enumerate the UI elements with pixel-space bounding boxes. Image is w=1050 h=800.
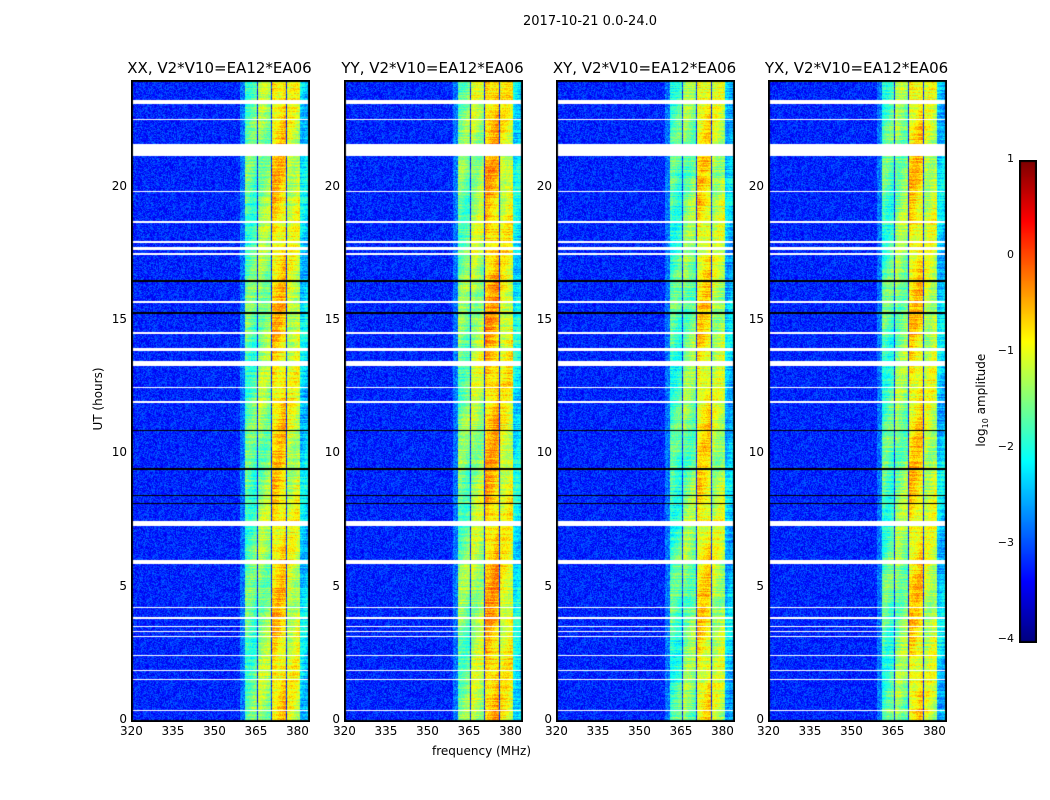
colorbar-tick-label: −3 (997, 536, 1014, 549)
y-axis-label: UT (hours) (91, 367, 105, 431)
colorbar-tick-label: −4 (997, 632, 1014, 645)
colorbar (1019, 160, 1037, 643)
x-tick-label: 380 (710, 724, 734, 738)
x-tick-label: 380 (922, 724, 946, 738)
x-tick-label: 320 (120, 724, 143, 738)
panel-title: YY, V2*V10=EA12*EA06 (341, 59, 524, 77)
x-tick-label: 380 (498, 724, 522, 738)
x-tick-label: 320 (333, 724, 356, 738)
x-tick-label: 350 (839, 724, 863, 738)
x-tick-label: 365 (457, 724, 481, 738)
x-tick-label: 335 (374, 724, 398, 738)
x-tick-label: 350 (415, 724, 439, 738)
y-tick-label: 10 (324, 445, 340, 460)
figure-title: 2017-10-21 0.0-24.0 (523, 14, 657, 29)
x-tick-label: 320 (545, 724, 568, 738)
x-tick-label: 335 (586, 724, 610, 738)
x-tick-label: 365 (881, 724, 905, 738)
y-tick-label: 20 (536, 178, 552, 193)
y-tick-label: 5 (332, 578, 340, 593)
x-tick-label: 320 (757, 724, 780, 738)
colorbar-tick-label: 1 (1007, 152, 1014, 165)
panel-title: YX, V2*V10=EA12*EA06 (764, 59, 949, 77)
y-tick-label: 10 (111, 445, 127, 460)
heatmap-panel (768, 80, 947, 722)
y-tick-label: 0 (119, 712, 127, 726)
y-tick-label: 10 (748, 445, 764, 460)
heatmap-panel (131, 80, 310, 722)
colorbar-tick-label: −1 (997, 344, 1014, 357)
y-tick-label: 0 (756, 712, 764, 726)
y-tick-label: 0 (544, 712, 552, 726)
y-tick-label: 20 (748, 178, 764, 193)
y-tick-label: 10 (536, 445, 552, 460)
panel-title: XY, V2*V10=EA12*EA06 (552, 59, 737, 77)
x-tick-label: 335 (798, 724, 822, 738)
panel-title: XX, V2*V10=EA12*EA06 (127, 59, 312, 77)
heatmap-panel (344, 80, 523, 722)
y-tick-label: 15 (111, 312, 127, 326)
x-axis-label: frequency (MHz) (432, 744, 532, 758)
x-tick-label: 365 (244, 724, 268, 738)
y-tick-label: 15 (748, 312, 764, 326)
x-tick-label: 380 (285, 724, 309, 738)
x-tick-label: 335 (161, 724, 185, 738)
x-tick-label: 350 (202, 724, 226, 738)
y-tick-label: 15 (536, 312, 552, 326)
y-tick-label: 5 (119, 578, 127, 593)
y-tick-label: 20 (324, 178, 340, 193)
x-tick-label: 365 (669, 724, 693, 738)
y-tick-label: 20 (111, 178, 127, 193)
x-tick-label: 350 (627, 724, 651, 738)
heatmap-panel (556, 80, 735, 722)
colorbar-label: log10 amplitude (973, 353, 991, 447)
y-tick-label: 5 (544, 578, 552, 593)
y-tick-label: 5 (756, 578, 764, 593)
y-tick-label: 0 (332, 712, 340, 726)
y-tick-label: 15 (324, 312, 340, 326)
colorbar-tick-label: −2 (997, 440, 1014, 453)
colorbar-tick-label: 0 (1007, 248, 1014, 261)
